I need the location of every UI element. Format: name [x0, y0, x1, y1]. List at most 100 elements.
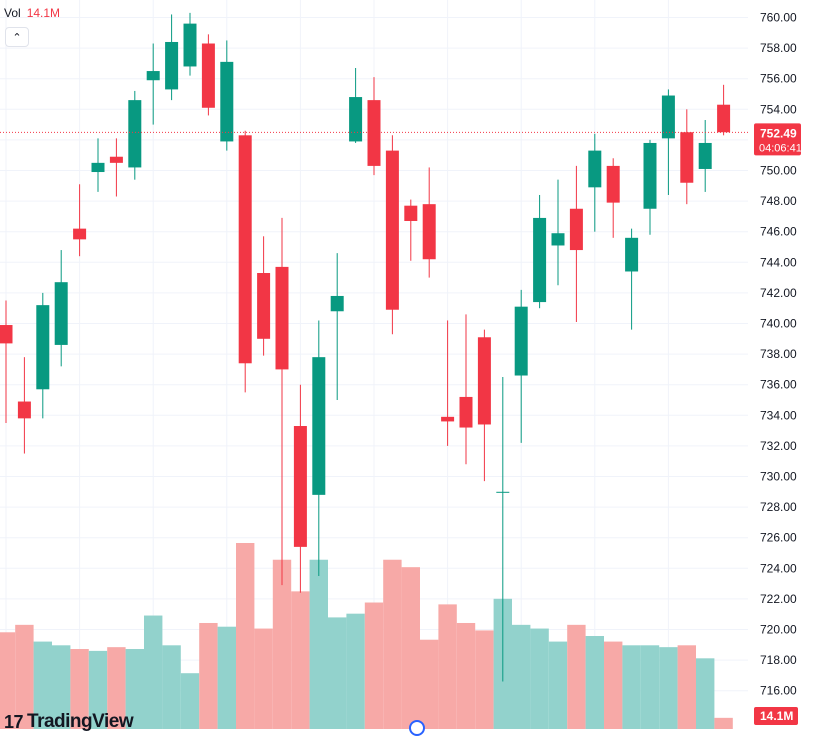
price-tick-label: 760.00: [760, 11, 797, 25]
volume-badge: [754, 707, 798, 725]
candle-body: [293, 426, 307, 547]
candle-body: [459, 396, 473, 428]
candle-body: [257, 273, 271, 339]
navigation-button[interactable]: [409, 720, 425, 736]
candle-body: [385, 150, 399, 310]
volume-bar: [236, 543, 255, 729]
volume-bar: [180, 673, 200, 729]
volume-bar: [401, 567, 420, 729]
volume-bar: [0, 632, 16, 729]
volume-bar: [438, 604, 457, 729]
candle-body: [441, 416, 455, 422]
volume-bar: [291, 591, 310, 729]
volume-badge-value: 14.1M: [760, 709, 793, 723]
volume-bar: [199, 622, 218, 729]
candle-body: [128, 100, 142, 168]
price-tick-label: 748.00: [760, 194, 797, 208]
volume-bar: [548, 641, 568, 729]
candle-body: [625, 237, 639, 272]
price-tick-label: 724.00: [760, 561, 797, 575]
candle-body: [91, 162, 105, 173]
volume-bar: [659, 647, 678, 729]
volume-bar: [144, 615, 163, 729]
tradingview-logo[interactable]: 17 TradingView: [4, 711, 134, 732]
candle-body: [312, 357, 326, 495]
candle-body: [496, 491, 510, 493]
candle-body: [533, 217, 547, 303]
volume-bar: [604, 641, 623, 729]
price-tick-label: 738.00: [760, 347, 797, 361]
volume-bar: [567, 624, 586, 729]
volume-bar: [52, 645, 71, 729]
price-tick-label: 736.00: [760, 378, 797, 392]
volume-bar: [475, 630, 494, 729]
price-tick-label: 754.00: [760, 102, 797, 116]
volume-bar: [15, 624, 34, 729]
candle-body: [17, 401, 31, 419]
volume-bar: [640, 645, 660, 729]
volume-bar: [88, 650, 108, 729]
candle-body: [404, 205, 418, 221]
last-price-label: 752.49 04:06:41: [754, 123, 802, 156]
candle-body: [588, 150, 602, 188]
volume-legend-value: 14.1M: [26, 6, 61, 20]
price-tick-label: 746.00: [760, 225, 797, 239]
price-tick-label: 740.00: [760, 317, 797, 331]
candle-body: [661, 95, 675, 139]
candle-body: [0, 325, 13, 344]
candle-body: [680, 132, 694, 183]
candle-body: [183, 23, 197, 67]
volume-axis-label: 14.1M: [754, 707, 798, 725]
volume-bar: [364, 602, 384, 729]
price-tick-label: 722.00: [760, 592, 797, 606]
candle-body: [330, 295, 344, 312]
price-tick-label: 720.00: [760, 623, 797, 637]
candle-body: [238, 135, 252, 364]
volume-bar: [309, 559, 328, 729]
chevron-up-icon: ⌃: [12, 31, 22, 44]
candle-body: [220, 61, 234, 142]
candle-body: [36, 305, 50, 390]
candle-body: [569, 208, 583, 251]
price-tick-label: 730.00: [760, 470, 797, 484]
volume-bar: [714, 717, 733, 729]
volume-bar: [33, 641, 52, 729]
volume-bar: [70, 649, 89, 729]
collapse-legend-button[interactable]: ⌃: [5, 27, 29, 47]
volume-bar: [622, 645, 641, 729]
candle-body: [275, 266, 289, 370]
volume-bar: [272, 559, 292, 729]
volume-bar: [107, 647, 126, 729]
candle-body: [349, 97, 363, 142]
tradingview-logo-text: TradingView: [27, 711, 134, 732]
candle-body: [551, 233, 565, 246]
candle-body: [54, 282, 68, 345]
price-tick-label: 742.00: [760, 286, 797, 300]
volume-bar: [125, 649, 144, 729]
price-tick-label: 758.00: [760, 41, 797, 55]
candle-body: [643, 142, 657, 209]
volume-legend: Vol 14.1M: [4, 4, 60, 22]
price-tick-label: 744.00: [760, 255, 797, 269]
price-tick-label: 716.00: [760, 684, 797, 698]
volume-bar: [328, 617, 347, 729]
candle-body: [477, 337, 491, 425]
price-axis: 760.00758.00756.00754.00752.00750.00748.…: [754, 11, 802, 725]
candle-body: [698, 142, 712, 169]
candle-body: [606, 165, 620, 203]
price-tick-label: 732.00: [760, 439, 797, 453]
candle-body: [367, 100, 381, 166]
price-tick-label: 750.00: [760, 164, 797, 178]
volume-bar: [456, 622, 476, 729]
volume-bar: [383, 559, 402, 729]
volume-bar: [217, 626, 236, 729]
price-tick-label: 718.00: [760, 653, 797, 667]
volume-bar: [696, 658, 715, 729]
volume-bar: [585, 636, 604, 729]
volume-legend-label: Vol: [4, 6, 21, 20]
volume-bar: [530, 628, 549, 729]
volume-bar: [162, 645, 181, 729]
price-tick-label: 728.00: [760, 500, 797, 514]
volume-bar: [254, 628, 273, 729]
